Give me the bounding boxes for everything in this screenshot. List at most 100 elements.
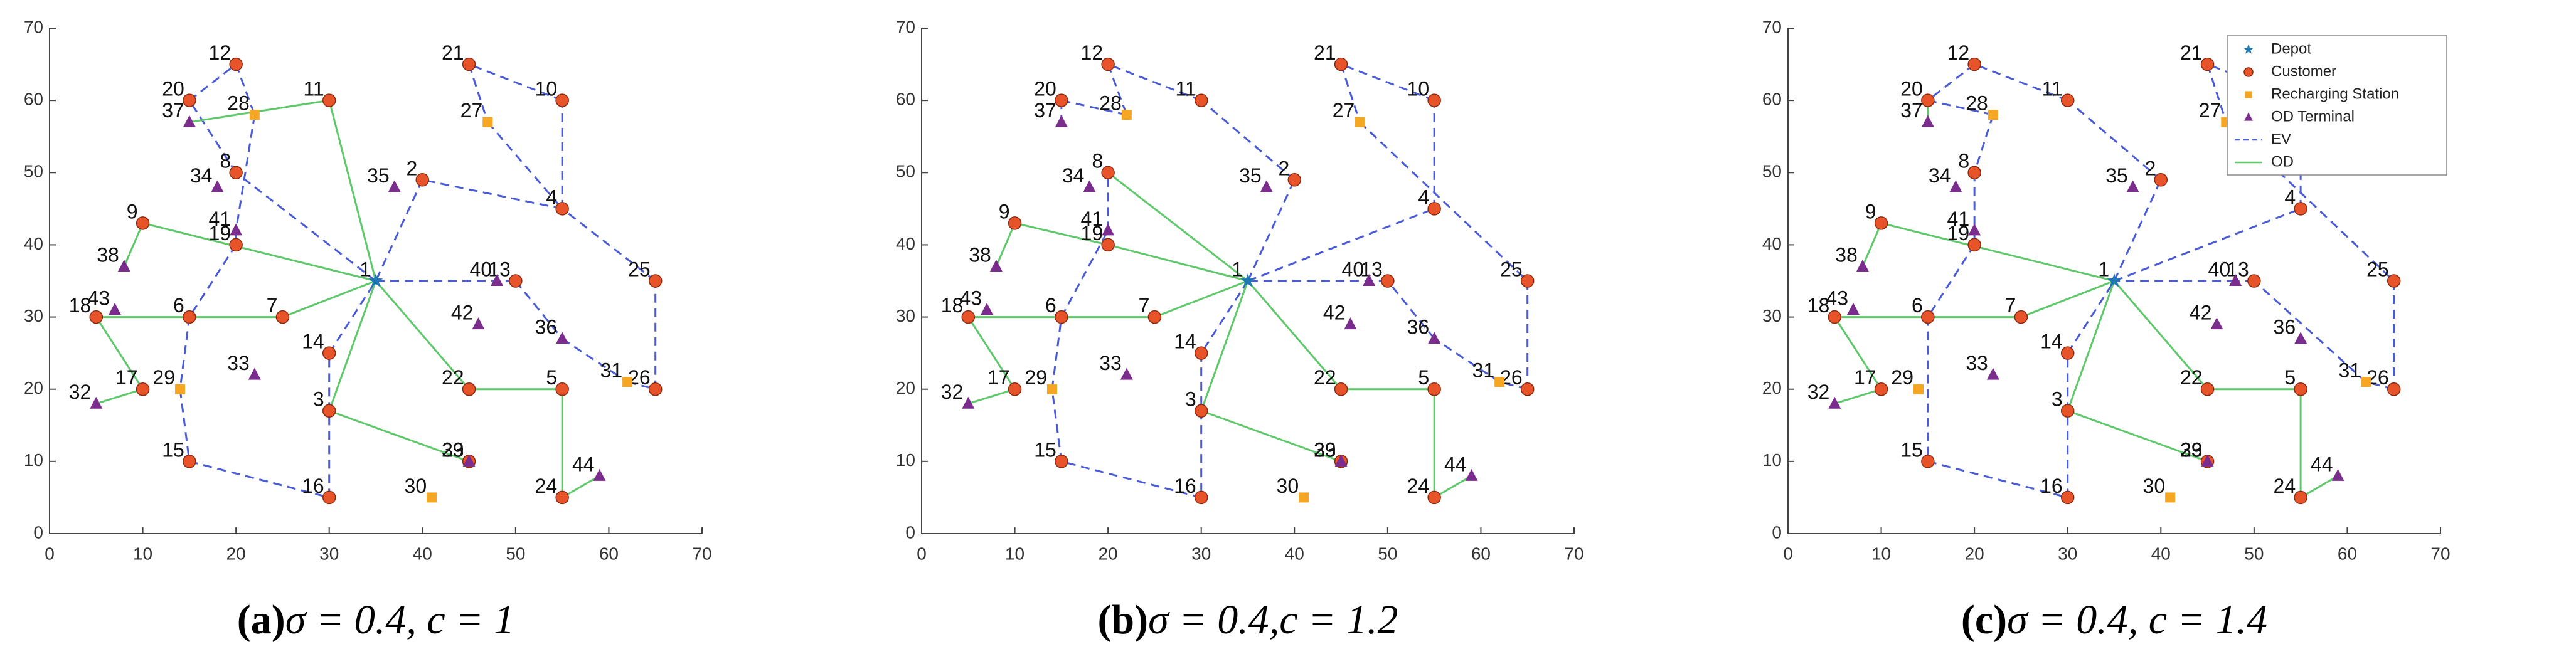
ev-edge (1927, 99, 1994, 116)
node-label: 25 (1500, 258, 1523, 280)
node-label: 36 (1407, 316, 1430, 339)
customer-marker (1101, 57, 1115, 71)
customer-marker (2387, 382, 2401, 396)
ev-edge (1247, 179, 1296, 282)
node-label: 30 (1277, 475, 1299, 497)
node-label: 16 (2040, 475, 2063, 497)
od-terminal-marker (981, 303, 993, 315)
customer-marker (183, 310, 196, 324)
customer-marker (462, 382, 476, 396)
legend-label: EV (2271, 130, 2291, 147)
y-tick-label: 60 (1762, 90, 1782, 109)
customer-marker (2154, 173, 2168, 187)
customer-marker (1921, 310, 1935, 324)
node-label: 32 (941, 381, 964, 403)
node-label: 25 (628, 258, 651, 280)
od-terminal-marker (109, 303, 121, 315)
x-tick-label: 30 (319, 544, 339, 563)
customer-marker (2294, 382, 2307, 396)
od-terminal-marker (2201, 454, 2214, 467)
od-terminal-marker (2294, 332, 2307, 344)
customer-marker (322, 346, 336, 360)
ev-edge (1051, 317, 1063, 389)
node-label: 22 (442, 366, 464, 389)
od-edge (329, 409, 470, 463)
x-tick-label: 60 (2338, 544, 2357, 563)
od-edge (375, 280, 470, 390)
node-label: 42 (2190, 302, 2212, 324)
x-tick-label: 10 (133, 544, 152, 563)
node-label: 19 (1081, 222, 1104, 245)
ev-edge (1107, 63, 1202, 102)
customer-marker (1194, 490, 1208, 505)
od-terminal-marker (1083, 180, 1096, 192)
ev-edge (1340, 64, 1361, 123)
customer-marker (1147, 310, 1162, 324)
y-tick-label: 0 (905, 522, 915, 542)
customer-marker (1008, 216, 1022, 230)
customer-marker (1874, 216, 1888, 230)
caption-text: σ = 0.4, c = 1.4 (2007, 597, 2267, 643)
customer-marker (1334, 382, 1348, 396)
node-label: 11 (303, 78, 324, 100)
node-label: 17 (115, 366, 138, 389)
customer-marker (2060, 93, 2075, 107)
customer-marker (1287, 173, 1302, 187)
node-label: 21 (2180, 41, 2203, 64)
node-label: 22 (1314, 366, 1336, 389)
node-label: 7 (2005, 294, 2016, 317)
od-edge (1434, 475, 1472, 498)
od-edge (1861, 223, 1882, 267)
node-label: 12 (1081, 41, 1104, 64)
od-edge (2020, 280, 2115, 318)
node-label: 8 (1092, 150, 1103, 172)
legend-label: Recharging Station (2271, 85, 2399, 102)
od-edge (2067, 280, 2116, 411)
x-tick-label: 40 (1285, 544, 1304, 563)
ev-edge (2225, 121, 2395, 282)
customer-marker (1427, 490, 1441, 505)
node-label: 43 (959, 287, 982, 310)
x-tick-label: 70 (1564, 544, 1583, 563)
customer-marker (229, 238, 243, 252)
node-label: 29 (1025, 366, 1047, 389)
x-tick-label: 40 (413, 544, 432, 563)
x-tick-label: 60 (599, 544, 619, 563)
ev-edge (2113, 179, 2162, 282)
node-label: 22 (2180, 366, 2203, 389)
ev-edge (2114, 208, 2301, 282)
node-label: 24 (535, 475, 558, 497)
legend-label: OD (2271, 153, 2294, 170)
x-tick-label: 50 (506, 544, 525, 563)
station-marker (1988, 110, 1998, 120)
y-tick-label: 50 (1762, 162, 1782, 181)
od-terminal-marker (472, 317, 485, 330)
od-terminal-marker (1986, 367, 1999, 380)
y-tick-label: 10 (896, 450, 915, 470)
customer-marker (1921, 93, 1935, 107)
y-tick-label: 20 (1762, 378, 1782, 398)
y-tick-label: 10 (24, 450, 43, 470)
ev-edge (487, 121, 563, 209)
od-terminal-marker (388, 180, 401, 192)
node-label: 40 (2208, 258, 2231, 280)
ev-edge (1051, 389, 1063, 462)
node-label: 41 (1081, 208, 1104, 230)
y-tick-label: 10 (1762, 450, 1782, 470)
node-label: 30 (405, 475, 427, 497)
node-label: 34 (1062, 164, 1085, 187)
node-label: 35 (1239, 164, 1262, 187)
od-terminal-marker (1921, 115, 1934, 127)
ev-edge (1247, 208, 1435, 282)
customer-marker (555, 202, 569, 216)
od-terminal-marker (1102, 223, 1115, 236)
y-tick-label: 50 (896, 162, 915, 181)
station-marker (1121, 110, 1132, 120)
od-terminal-marker (556, 332, 569, 344)
node-label: 31 (1472, 359, 1495, 382)
od-terminal-marker (2331, 468, 2344, 481)
node-label: 38 (97, 243, 119, 266)
node-label: 43 (1826, 287, 1848, 310)
node-label: 1 (1232, 258, 1243, 280)
node-label: 23 (442, 438, 464, 461)
